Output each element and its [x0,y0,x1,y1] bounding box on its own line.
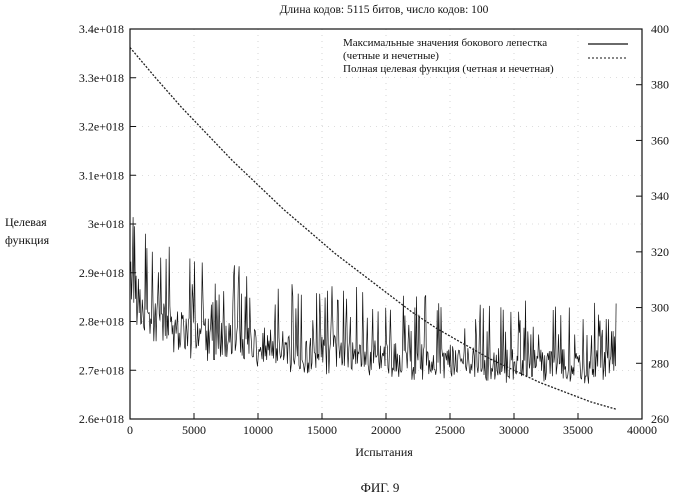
series-layer [130,48,616,410]
y-left-tick-label: 3.1e+018 [79,168,124,182]
y-right-tick-label: 320 [651,245,669,259]
x-tick-label: 5000 [182,423,206,437]
x-tick-label: 30000 [499,423,529,437]
x-tick-label: 10000 [243,423,273,437]
y-left-tick-label: 3.3e+018 [79,71,124,85]
y-axis-left-ticks: 2.6e+018 2.7e+018 2.8e+018 2.9e+018 3e+018 3.… [79,22,136,426]
y-left-tick-label: 3.2e+018 [79,120,124,134]
legend-entry-1-line-1: Максимальные значения бокового лепестка [343,37,547,49]
y-left-tick-label: 2.8e+018 [79,315,124,329]
y-left-tick-label: 2.7e+018 [79,363,124,377]
y-right-tick-label: 380 [651,78,669,92]
legend: Максимальные значения бокового лепестка … [343,37,628,75]
x-tick-label: 0 [127,423,133,437]
y-right-tick-label: 360 [651,133,669,147]
x-tick-label: 25000 [435,423,465,437]
grid-lines [130,29,642,419]
y-left-tick-label: 3.4e+018 [79,22,124,36]
x-axis-ticks: 0 5000 10000 15000 20000 25000 30000 35000 40000 [127,413,657,437]
y-right-tick-label: 400 [651,22,669,36]
x-tick-label: 40000 [627,423,657,437]
x-tick-label: 20000 [371,423,401,437]
x-tick-label: 35000 [563,423,593,437]
chart-title: Длина кодов: 5115 битов, число кодов: 10… [280,4,489,16]
series-1-line [130,217,616,384]
y-axis-label-line-1: Целевая [5,215,47,229]
legend-entry-1-line-2: (четные и нечетные) [343,50,439,62]
figure-caption: ФИГ. 9 [361,480,400,495]
x-tick-label: 15000 [307,423,337,437]
plot-frame [130,29,642,419]
legend-entry-2-line-1: Полная целевая функция (четная и нечетна… [343,63,554,75]
y-right-tick-label: 340 [651,189,669,203]
y-left-tick-label: 2.9e+018 [79,266,124,280]
x-axis-label: Испытания [355,445,413,459]
y-right-tick-label: 300 [651,301,669,315]
y-left-tick-label: 3e+018 [88,217,124,231]
y-left-tick-label: 2.6e+018 [79,412,124,426]
y-axis-label-line-2: функция [5,233,50,247]
y-right-tick-label: 280 [651,356,669,370]
